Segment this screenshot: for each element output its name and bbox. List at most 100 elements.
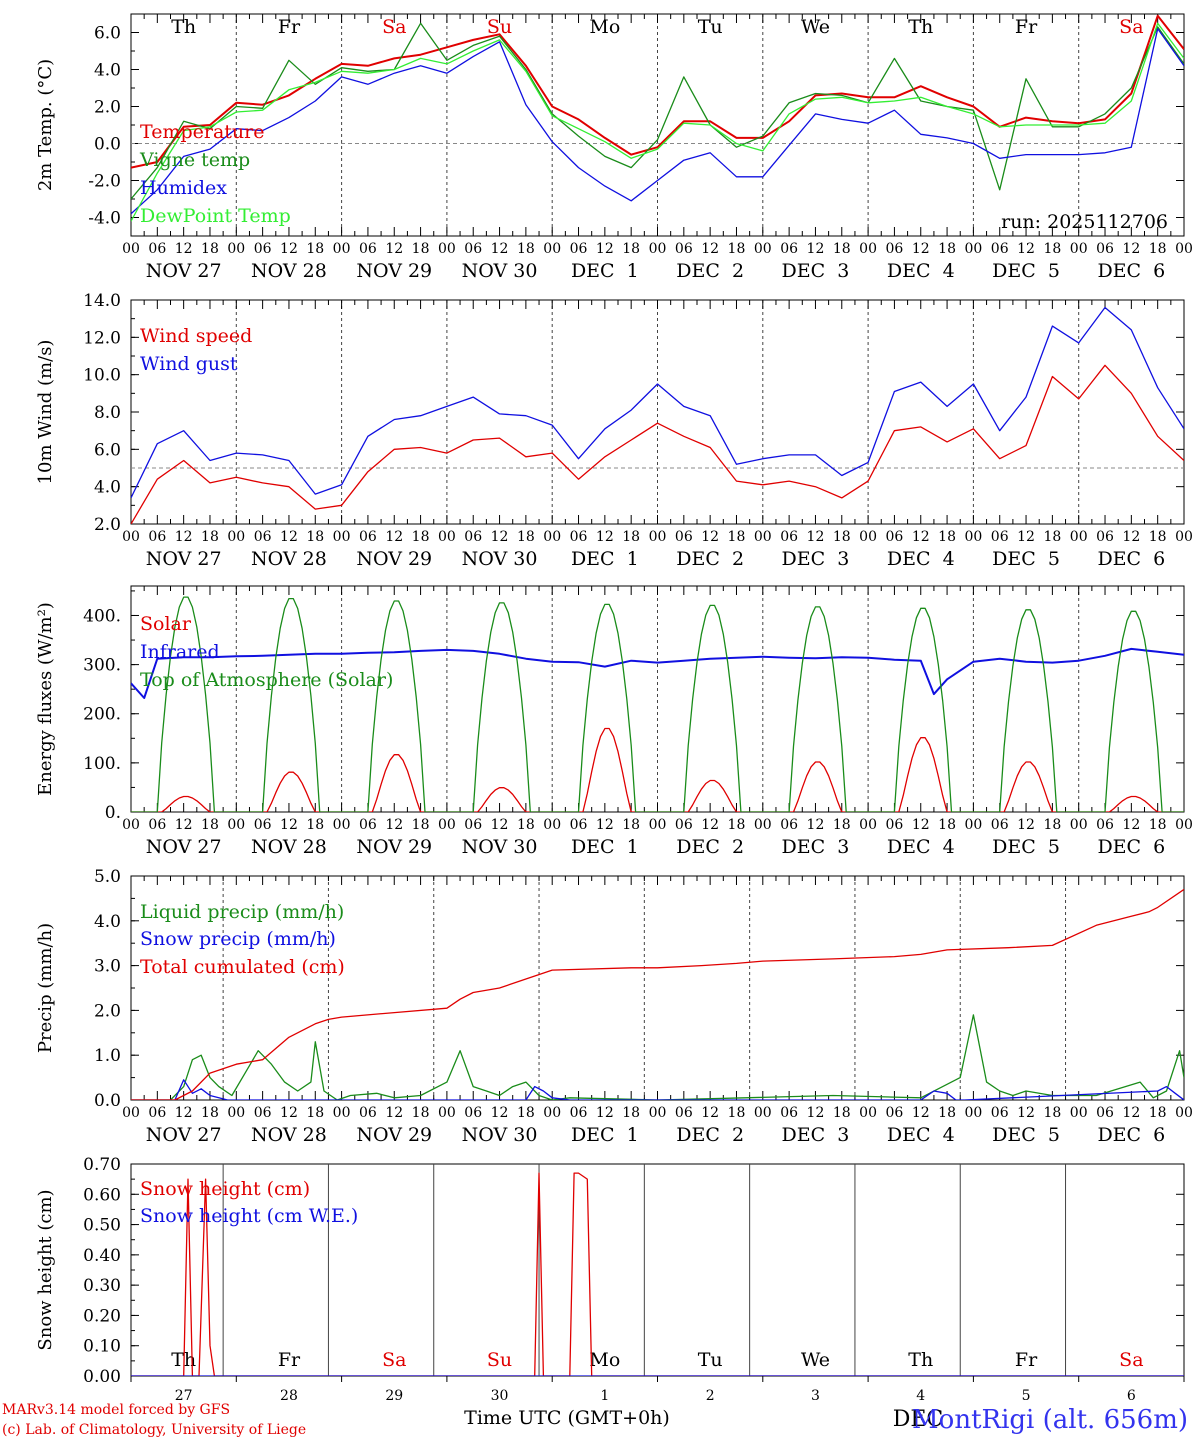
hour-tick-label: 06 bbox=[254, 817, 272, 833]
hour-tick-label: 06 bbox=[148, 1105, 166, 1121]
hour-tick-label: 06 bbox=[359, 241, 377, 257]
date-label: DEC 2 bbox=[676, 548, 744, 570]
y-tick-label: 10.0 bbox=[83, 366, 121, 386]
hour-tick-label: 18 bbox=[1043, 529, 1061, 545]
hour-tick-label: 18 bbox=[517, 817, 535, 833]
hour-tick-label: 00 bbox=[649, 241, 667, 257]
weekday-label: Su bbox=[487, 16, 512, 38]
hour-tick-label: 18 bbox=[728, 529, 746, 545]
hour-tick-label: 00 bbox=[1070, 817, 1088, 833]
hour-tick-label: 06 bbox=[464, 1105, 482, 1121]
hour-tick-label: 00 bbox=[754, 241, 772, 257]
y-tick-label: 300. bbox=[83, 656, 121, 676]
legend-entry: Snow height (cm W.E.) bbox=[140, 1205, 358, 1227]
hour-tick-label: 00 bbox=[649, 529, 667, 545]
panel-snow: 0.70 0.60 0.50 0.40 0.30 0.20 0.10 0.00 Snow hei… bbox=[35, 1155, 1185, 1404]
legend-entry: Wind gust bbox=[140, 353, 238, 375]
weekday-label: Th bbox=[908, 16, 933, 38]
date-label: DEC 5 bbox=[992, 260, 1060, 282]
hour-tick-label: 18 bbox=[1043, 817, 1061, 833]
hour-tick-label: 00 bbox=[543, 1105, 561, 1121]
hour-tick-label: 00 bbox=[1070, 529, 1088, 545]
hour-tick-label: 18 bbox=[833, 241, 851, 257]
y-tick-label: 200. bbox=[83, 705, 121, 725]
series-line-top-of-atmosphere-solar- bbox=[131, 596, 1184, 812]
legend-entry: Snow height (cm) bbox=[140, 1178, 310, 1200]
y-tick-label: 2.0 bbox=[94, 1001, 121, 1021]
weekday-label: Mo bbox=[589, 1349, 620, 1371]
day-number-label: 27 bbox=[175, 1388, 193, 1404]
hour-tick-label: 06 bbox=[254, 1105, 272, 1121]
y-tick-label: 0.40 bbox=[83, 1246, 121, 1266]
legend-entry: Solar bbox=[140, 613, 192, 635]
weekday-label: Fr bbox=[1015, 16, 1038, 38]
run-label: run: 2025112706 bbox=[1001, 211, 1168, 233]
date-label: DEC 4 bbox=[887, 548, 955, 570]
y-tick-label: 8.0 bbox=[94, 403, 121, 423]
hour-tick-label: 06 bbox=[570, 817, 588, 833]
y-tick-label: 3.0 bbox=[94, 957, 121, 977]
hour-tick-label: 06 bbox=[359, 1105, 377, 1121]
legend-entry: Temperature bbox=[140, 121, 264, 143]
y-axis-label: 2m Temp. (°C) bbox=[35, 59, 56, 191]
hour-tick-label: 06 bbox=[675, 817, 693, 833]
date-label: NOV 30 bbox=[462, 1124, 538, 1146]
hour-tick-label: 18 bbox=[622, 241, 640, 257]
hour-tick-label: 12 bbox=[1017, 529, 1035, 545]
series-line-wind-speed bbox=[131, 364, 1184, 524]
hour-tick-label: 12 bbox=[807, 1105, 825, 1121]
y-tick-label: 6.0 bbox=[94, 24, 121, 44]
date-label: NOV 28 bbox=[251, 1124, 327, 1146]
date-label: NOV 30 bbox=[462, 836, 538, 858]
hour-tick-label: 18 bbox=[412, 1105, 430, 1121]
date-label: DEC 2 bbox=[676, 836, 744, 858]
hour-tick-label: 06 bbox=[886, 1105, 904, 1121]
hour-tick-label: 00 bbox=[227, 529, 245, 545]
hour-tick-label: 18 bbox=[1043, 241, 1061, 257]
y-tick-label: 4.0 bbox=[94, 912, 121, 932]
hour-tick-label: 00 bbox=[859, 529, 877, 545]
hour-tick-label: 12 bbox=[596, 817, 614, 833]
weekday-label: Th bbox=[171, 16, 196, 38]
hour-tick-label: 18 bbox=[201, 817, 219, 833]
hour-tick-label: 12 bbox=[1122, 241, 1140, 257]
hour-tick-label: 06 bbox=[464, 529, 482, 545]
hour-tick-label: 00 bbox=[543, 241, 561, 257]
hour-tick-label: 18 bbox=[201, 529, 219, 545]
y-tick-label: 2.0 bbox=[94, 98, 121, 118]
hour-tick-label: 00 bbox=[1070, 1105, 1088, 1121]
hour-tick-label: 12 bbox=[175, 817, 193, 833]
date-label: DEC 3 bbox=[782, 260, 850, 282]
hour-tick-label: 12 bbox=[807, 817, 825, 833]
day-number-label: 30 bbox=[491, 1388, 509, 1404]
hour-tick-label: 18 bbox=[728, 241, 746, 257]
hour-tick-label: 18 bbox=[1149, 241, 1167, 257]
hour-tick-label: 12 bbox=[1017, 241, 1035, 257]
weekday-label: Fr bbox=[278, 16, 301, 38]
hour-tick-label: 12 bbox=[1122, 817, 1140, 833]
day-number-label: 4 bbox=[916, 1388, 925, 1404]
series-line-snow-precip-mm-h- bbox=[131, 1079, 1184, 1100]
weekday-label: Tu bbox=[698, 1349, 723, 1371]
date-label: DEC 5 bbox=[992, 836, 1060, 858]
hour-tick-label: 00 bbox=[438, 1105, 456, 1121]
date-label: NOV 28 bbox=[251, 836, 327, 858]
y-tick-label: 0.20 bbox=[83, 1306, 121, 1326]
date-label: DEC 6 bbox=[1097, 548, 1165, 570]
hour-tick-label: 00 bbox=[333, 817, 351, 833]
series-group bbox=[131, 306, 1184, 524]
series-line-wind-gust bbox=[131, 306, 1184, 499]
hour-tick-label: 00 bbox=[333, 529, 351, 545]
y-tick-label: 5.0 bbox=[94, 867, 121, 887]
hour-tick-label: 06 bbox=[570, 241, 588, 257]
y-tick-label: -2.0 bbox=[88, 172, 121, 192]
day-number-label: 29 bbox=[385, 1388, 403, 1404]
hour-tick-label: 18 bbox=[412, 241, 430, 257]
hour-tick-label: 12 bbox=[1017, 1105, 1035, 1121]
y-tick-label: 0. bbox=[105, 803, 121, 823]
hour-tick-label: 00 bbox=[122, 241, 140, 257]
hour-tick-label: 06 bbox=[570, 1105, 588, 1121]
weekday-label: Fr bbox=[278, 1349, 301, 1371]
hour-tick-label: 18 bbox=[622, 1105, 640, 1121]
